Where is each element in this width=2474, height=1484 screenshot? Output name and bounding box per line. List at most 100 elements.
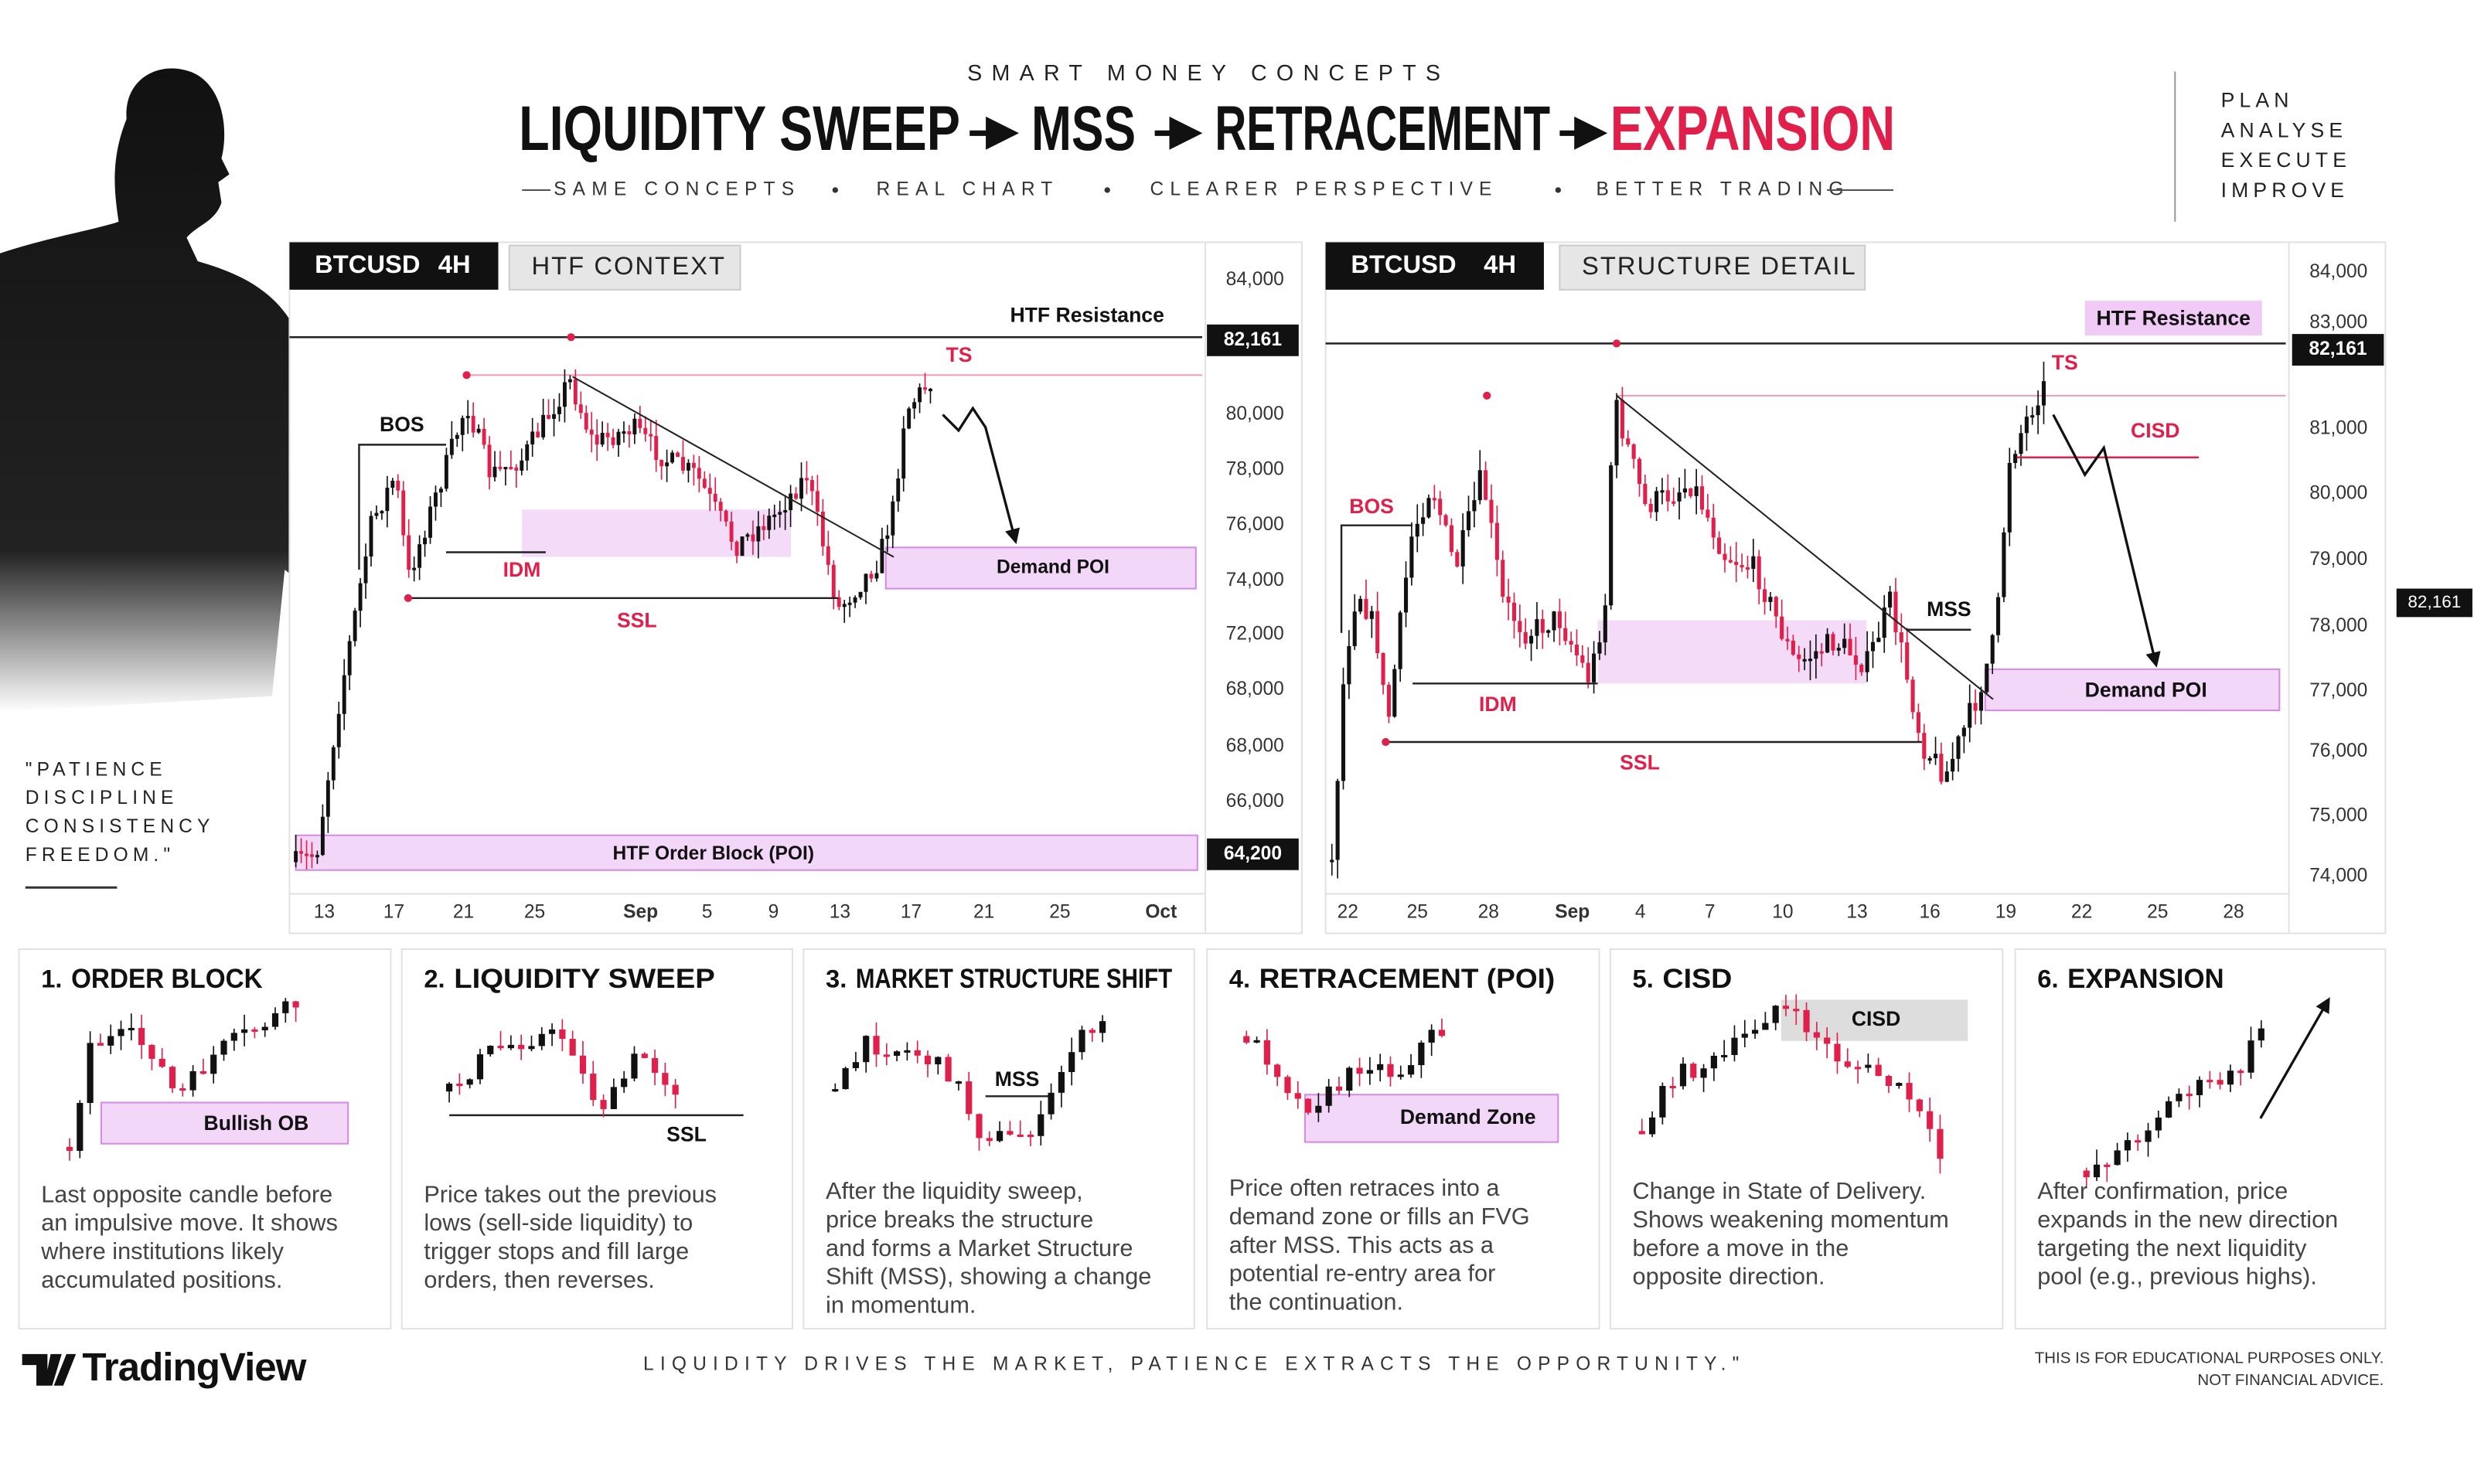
candle — [320, 816, 325, 856]
candle — [697, 468, 701, 479]
candle — [1387, 1064, 1394, 1077]
candle — [641, 1053, 648, 1058]
candle — [2030, 415, 2035, 418]
card — [1206, 948, 1600, 1330]
candle — [1973, 703, 1978, 711]
candle — [662, 1073, 669, 1085]
candle — [528, 1046, 535, 1050]
resistance-tag — [2084, 301, 2262, 336]
candle — [363, 556, 368, 584]
candle — [2176, 1094, 2183, 1101]
candle — [241, 1029, 248, 1033]
candle — [579, 1055, 587, 1074]
candle — [874, 573, 879, 579]
card-text: expands in the new direction — [2037, 1206, 2338, 1233]
candle — [251, 1029, 258, 1032]
price-tag-label: 82,161 — [2408, 592, 2461, 611]
candle — [1397, 1074, 1404, 1077]
card-text: price breaks the structure — [826, 1206, 1093, 1233]
candle — [729, 521, 734, 542]
card-text: where institutions likely — [40, 1237, 284, 1264]
candle — [1699, 486, 1705, 510]
candle — [1831, 634, 1835, 651]
y-tick-label: 68,000 — [1226, 736, 1284, 757]
candle — [740, 536, 745, 556]
x-tick-label: 17 — [901, 901, 922, 922]
candle — [1853, 655, 1858, 665]
candle — [832, 1089, 839, 1092]
candle — [783, 510, 788, 513]
candle — [891, 501, 895, 536]
candle — [1421, 517, 1426, 524]
candle — [1728, 560, 1733, 563]
candle — [600, 1100, 607, 1109]
card-text: after MSS. This acts as a — [1229, 1231, 1494, 1258]
price-tag-label: 82,161 — [2309, 339, 2367, 359]
annotation: SSL — [617, 609, 657, 632]
candle — [1717, 537, 1722, 554]
candle — [138, 1027, 145, 1045]
candle — [66, 1146, 73, 1152]
card-title: CISD — [1662, 965, 1732, 994]
card-text: targeting the next liquidity — [2037, 1234, 2307, 1261]
candle — [1557, 611, 1562, 628]
y-tick-label: 78,000 — [1226, 459, 1284, 480]
annotation: Demand POI — [2085, 679, 2207, 702]
candle — [1048, 1092, 1055, 1115]
candle — [1710, 1055, 1717, 1069]
x-tick-label: Sep — [623, 901, 658, 922]
candle — [1836, 648, 1841, 651]
candle — [584, 413, 588, 430]
tagline-dot — [1555, 187, 1562, 193]
candle — [434, 492, 438, 507]
x-tick-label: 28 — [2223, 901, 2244, 922]
candle — [445, 1084, 453, 1092]
candle — [1882, 608, 1886, 638]
candle — [2217, 1080, 2224, 1085]
candle — [1905, 642, 1910, 680]
y-tick-label: 72,000 — [1226, 623, 1284, 644]
zone — [100, 1101, 349, 1145]
candle — [1814, 651, 1818, 659]
candle — [548, 1029, 556, 1034]
candle — [1899, 632, 1903, 643]
symbol-tag — [289, 242, 499, 290]
candle — [1990, 635, 1995, 664]
candle — [487, 1046, 494, 1055]
card-title: LIQUIDITY SWEEP — [454, 965, 715, 994]
x-tick-label: 28 — [1478, 901, 1499, 922]
candle — [1793, 1009, 1800, 1012]
candle — [767, 516, 772, 530]
x-tick-label: 19 — [1995, 901, 2016, 922]
candle — [562, 382, 567, 407]
candle — [1689, 488, 1693, 496]
candle — [745, 534, 750, 537]
candle — [2135, 1140, 2142, 1143]
card-label: Demand Zone — [1400, 1105, 1536, 1128]
card-text: Price takes out the previous — [424, 1180, 717, 1207]
card-label: CISD — [1852, 1007, 1901, 1030]
candle — [358, 583, 363, 611]
price-tag-label: 64,200 — [1224, 843, 1282, 864]
candle — [456, 1084, 463, 1087]
candle — [1854, 1067, 1862, 1070]
candle — [929, 389, 932, 392]
title-part: RETRACEMENT — [1215, 94, 1550, 164]
quote-line: "PATIENCE — [26, 759, 167, 780]
candle — [799, 478, 803, 499]
candle — [2227, 1070, 2234, 1085]
annotation: MSS — [1927, 597, 1971, 621]
candle — [907, 408, 912, 429]
candle — [1529, 635, 1534, 644]
candle — [945, 1057, 952, 1082]
candle — [492, 466, 497, 478]
candle — [1477, 470, 1482, 501]
candle — [1418, 1042, 1425, 1066]
tab — [508, 244, 741, 291]
title-part: LIQUIDITY SWEEP — [519, 94, 960, 164]
candle — [1432, 498, 1436, 501]
x-tick-label: 16 — [1920, 901, 1941, 922]
annotation: Demand POI — [997, 556, 1109, 577]
candle — [1007, 1131, 1014, 1135]
candle — [2258, 1028, 2264, 1041]
